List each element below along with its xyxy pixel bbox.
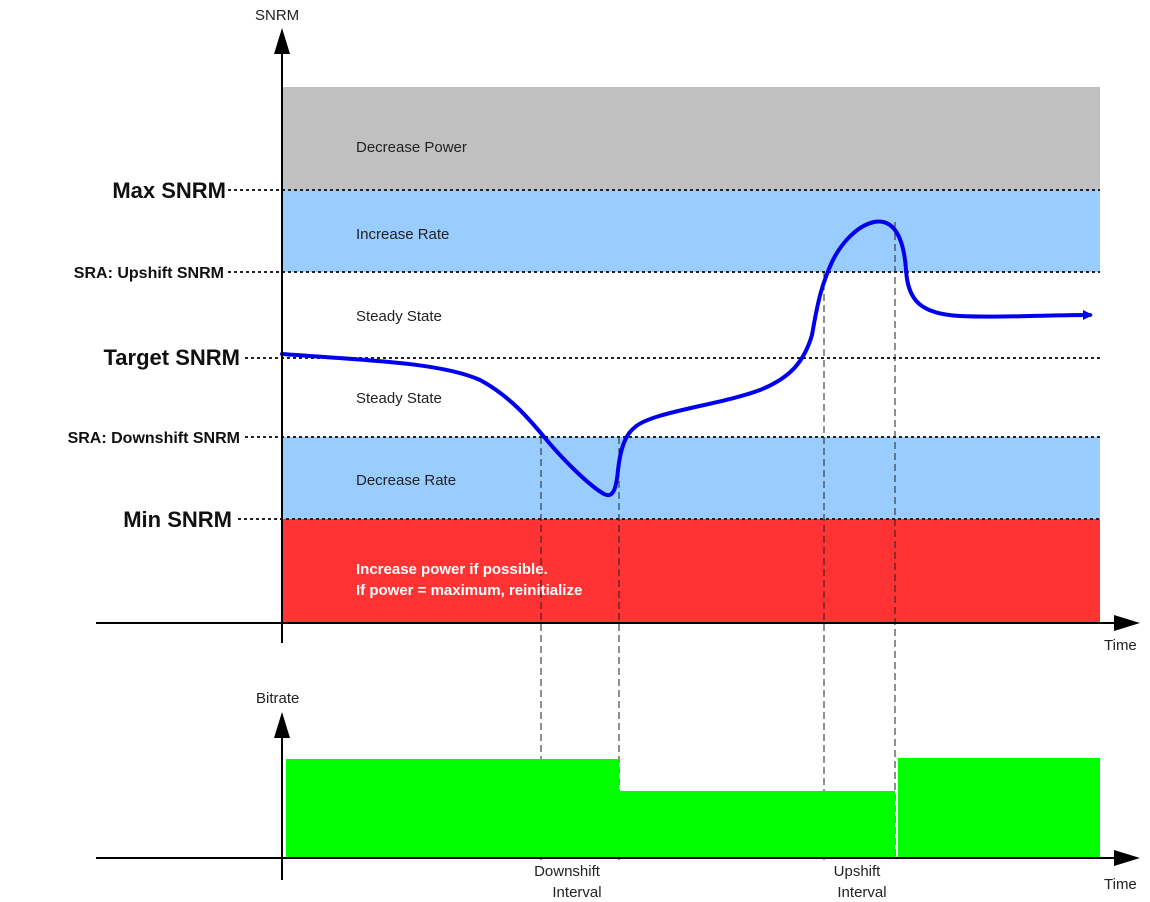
- upshift-interval-line2: Interval: [837, 884, 886, 901]
- time-label-bottom: Time: [1104, 876, 1137, 893]
- bitrate-bar-restored: [898, 758, 1100, 858]
- zone-reinitialize: [282, 519, 1100, 623]
- label-max-snrm: Max SNRM: [112, 178, 226, 203]
- zone-label-reinit-line1: Increase power if possible.: [356, 561, 548, 578]
- downshift-interval-line2: Interval: [552, 884, 601, 901]
- zone-label-decrease-power: Decrease Power: [356, 139, 467, 156]
- label-target-snrm: Target SNRM: [104, 345, 241, 370]
- label-downshift-snrm: SRA: Downshift SNRM: [68, 430, 240, 447]
- downshift-interval-line1: Downshift: [534, 863, 601, 880]
- threshold-lines: [228, 189, 1100, 520]
- snrm-axis-label: SNRM: [255, 7, 299, 24]
- label-min-snrm: Min SNRM: [123, 507, 232, 532]
- zone-label-increase-rate: Increase Rate: [356, 226, 449, 243]
- bitrate-axis-label: Bitrate: [256, 690, 299, 707]
- snrm-curve: [280, 219, 1093, 498]
- zone-label-steady-lower: Steady State: [356, 390, 442, 407]
- label-upshift-snrm: SRA: Upshift SNRM: [74, 265, 224, 282]
- time-label-top: Time: [1104, 637, 1137, 654]
- upshift-interval-line1: Upshift: [834, 863, 882, 880]
- zone-label-reinit-line2: If power = maximum, reinitialize: [356, 582, 582, 599]
- zone-label-decrease-rate: Decrease Rate: [356, 472, 456, 489]
- zone-decrease-power: [282, 87, 1100, 190]
- bitrate-bar-reduced: [619, 791, 895, 858]
- bitrate-bar-initial: [286, 759, 619, 858]
- time-x-axis-top-arrow: [1114, 615, 1140, 631]
- time-x-axis-bottom-arrow: [1114, 850, 1140, 866]
- zone-decrease-rate: [282, 437, 1100, 519]
- snrm-y-axis-arrow: [274, 28, 290, 54]
- bitrate-y-axis-arrow: [274, 712, 290, 738]
- zone-label-steady-upper: Steady State: [356, 308, 442, 325]
- zone-increase-rate: [282, 190, 1100, 272]
